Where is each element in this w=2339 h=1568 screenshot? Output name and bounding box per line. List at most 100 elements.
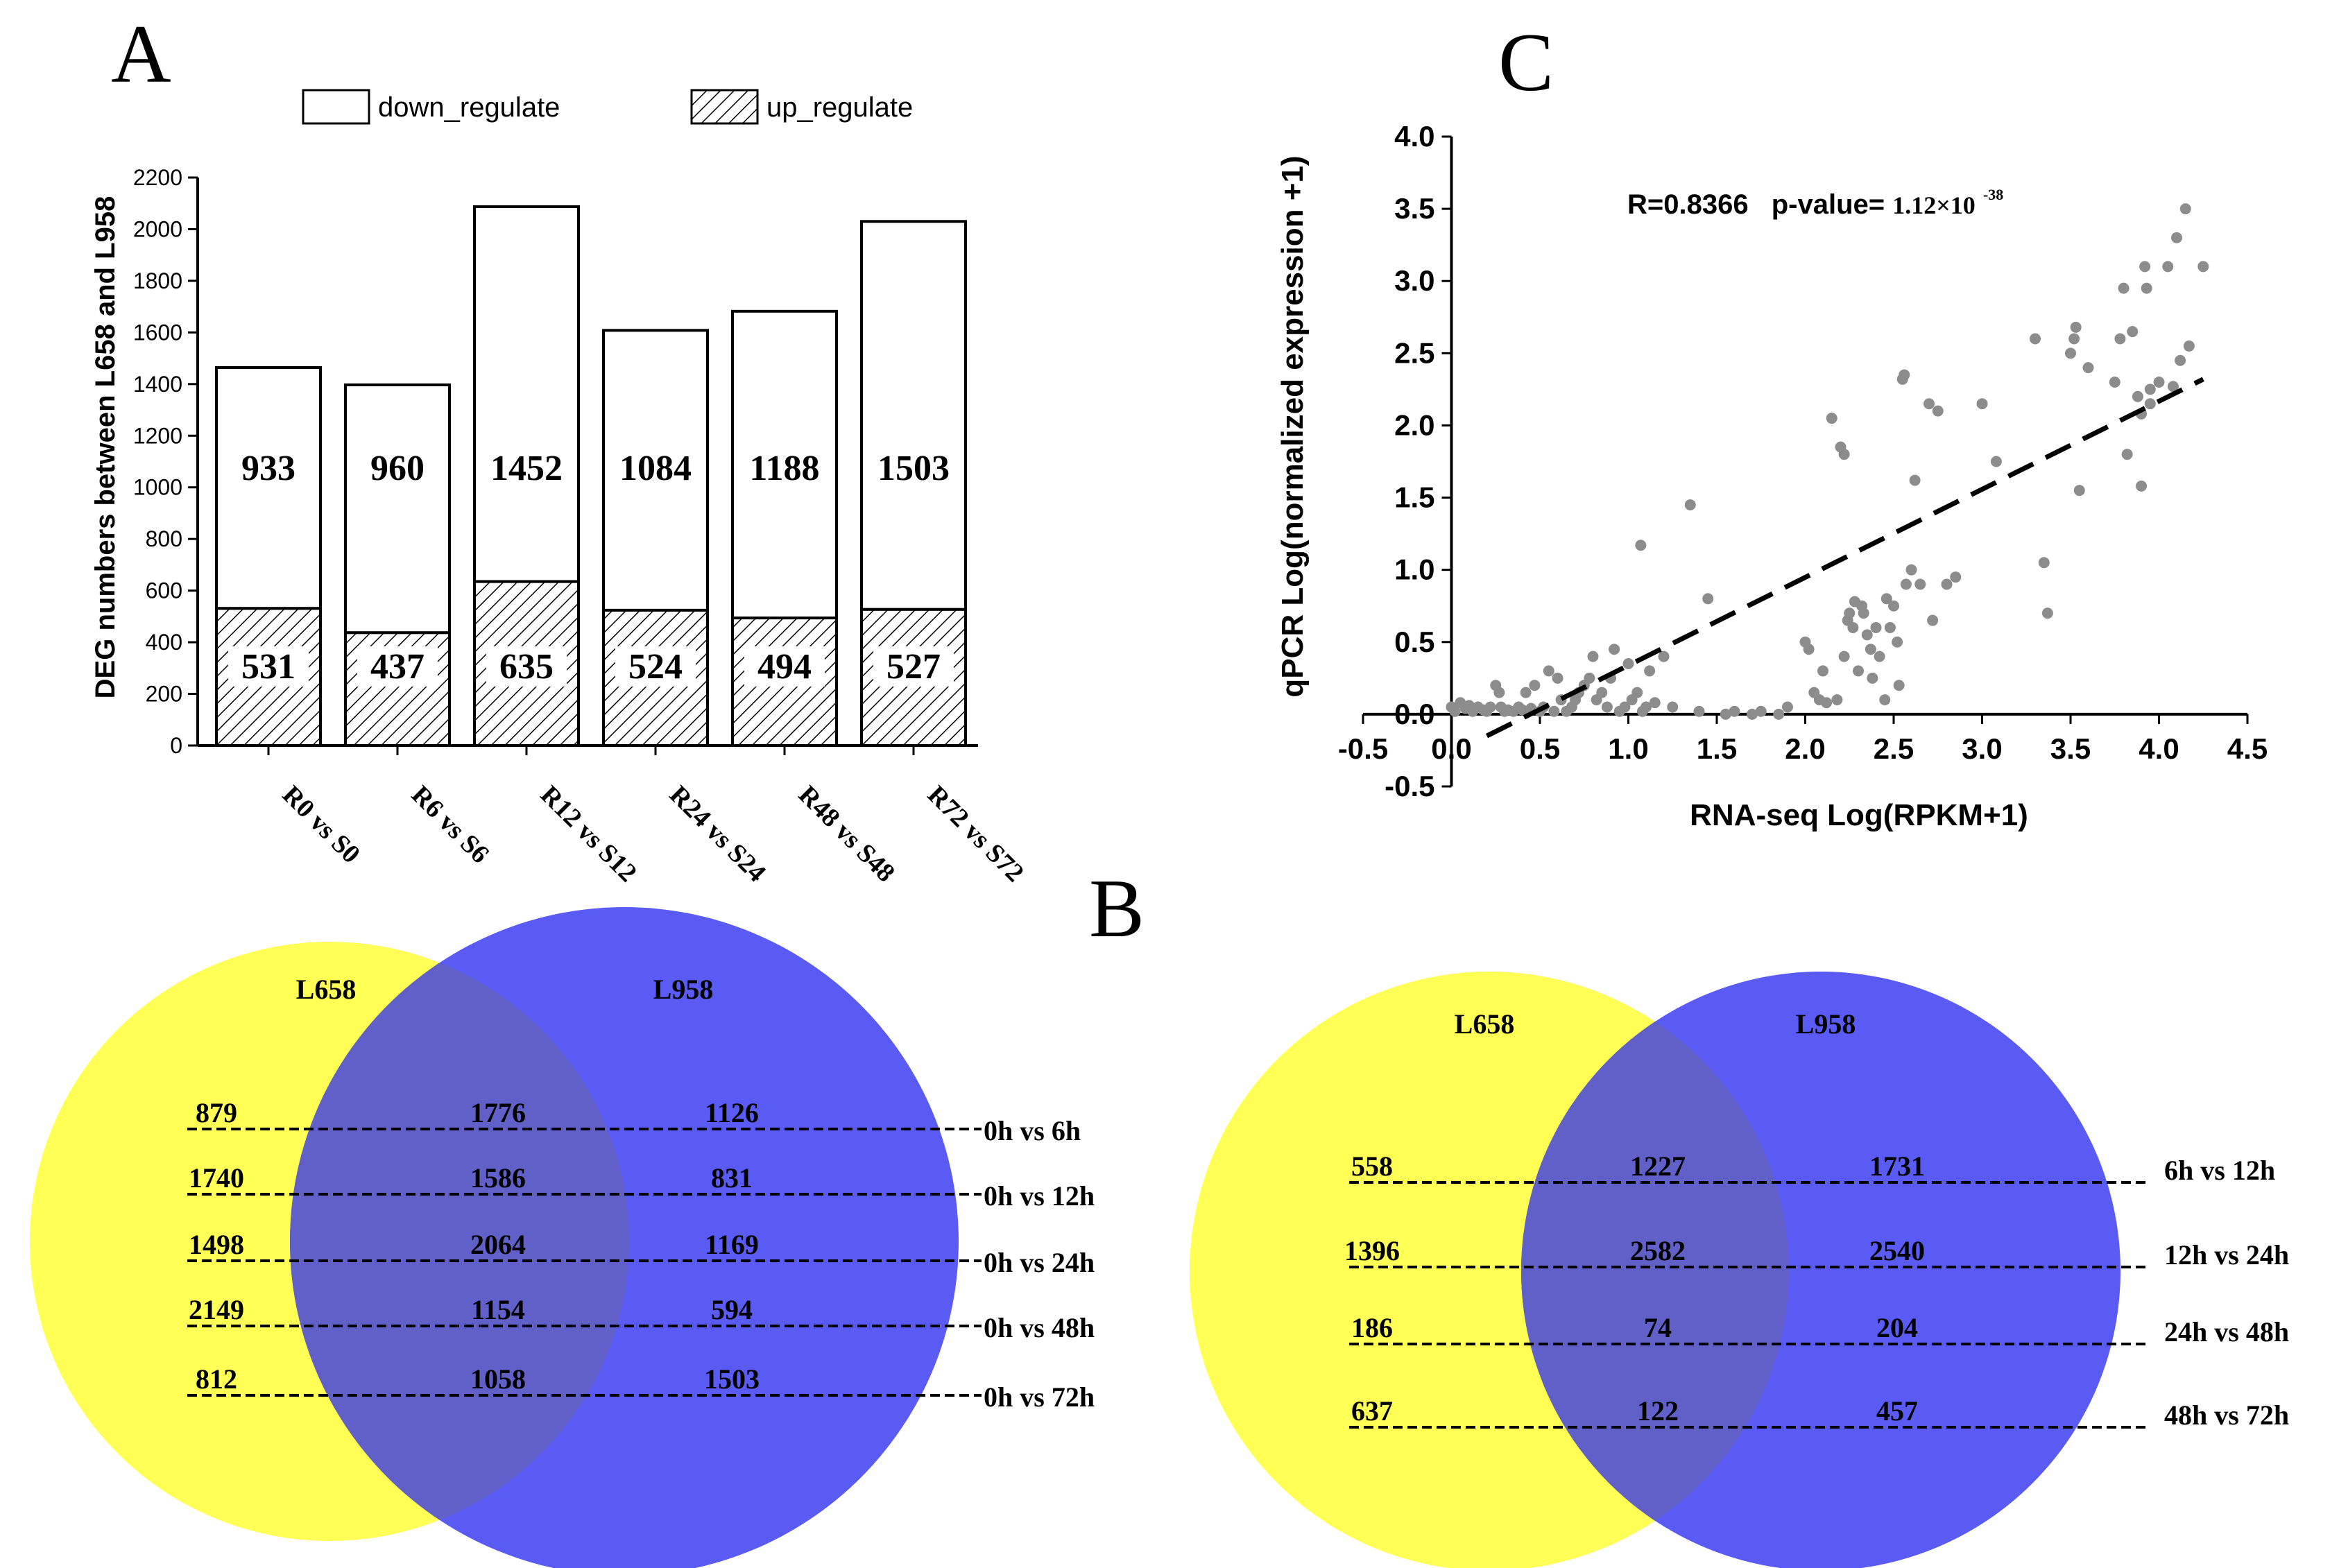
bar-y-axis: 0 200 400 600 800 1000 1200 1400 1600 1800 2000 220… bbox=[133, 165, 978, 758]
bar-value-label-bg bbox=[744, 646, 825, 687]
scatter-x-tick-label: 0.5 bbox=[1520, 732, 1560, 765]
scatter-point bbox=[2144, 384, 2156, 395]
bar-y-tick-label: 2200 bbox=[133, 165, 182, 190]
scatter-y-tick-label: 2.5 bbox=[1394, 336, 1434, 369]
venn-row-label: 24h vs 48h bbox=[2164, 1316, 2289, 1347]
venn-shared-count: 1776 bbox=[470, 1097, 526, 1128]
venn-right-rows: 558 1227 1731 6h vs 12h 1396 2582 2540 12h vs 2… bbox=[1344, 1151, 2289, 1431]
scatter-point bbox=[2038, 557, 2050, 569]
scatter-x-tick-label: 3.0 bbox=[1962, 732, 2002, 765]
scatter-x-tick-label: 3.5 bbox=[2050, 732, 2091, 765]
venn-shared-count: 1058 bbox=[470, 1363, 526, 1395]
scatter-point bbox=[1817, 665, 1828, 677]
legend-swatch-down bbox=[302, 89, 370, 125]
venn-only-l958-count: 1503 bbox=[704, 1363, 760, 1395]
venn-only-l958-count: 1731 bbox=[1869, 1151, 1925, 1182]
scatter-point bbox=[1905, 564, 1917, 576]
scatter-point bbox=[1853, 665, 1864, 677]
scatter-point bbox=[1543, 665, 1554, 677]
scatter-y-tick-label: 1.5 bbox=[1394, 481, 1434, 514]
scatter-point bbox=[1720, 708, 1731, 720]
scatter-panel-c: -0.50.00.51.01.52.02.53.03.54.0-0.5 0.0 0.… bbox=[1276, 120, 2268, 832]
venn-row-label: 48h vs 72h bbox=[2164, 1399, 2289, 1431]
venn-shared-count: 1227 bbox=[1630, 1151, 1686, 1182]
scatter-x-axis-label: RNA-seq Log(RPKM+1) bbox=[1690, 798, 2028, 832]
bar-y-tick-label: 1800 bbox=[133, 268, 182, 293]
legend-swatch-up bbox=[690, 89, 759, 125]
bar-category-label: R0 vs S0 bbox=[277, 780, 366, 869]
scatter-point bbox=[1932, 405, 1944, 417]
scatter-point bbox=[1831, 694, 1843, 706]
venn-only-l658-count: 558 bbox=[1351, 1151, 1393, 1182]
bar-value-label-bg bbox=[228, 646, 309, 687]
scatter-axes: -0.50.00.51.01.52.02.53.03.54.0-0.5 0.0 0.… bbox=[1338, 120, 2268, 802]
scatter-y-tick-label: 0.5 bbox=[1394, 626, 1434, 658]
bar-down-regulate bbox=[473, 205, 580, 583]
scatter-point bbox=[2068, 333, 2080, 345]
scatter-point bbox=[1755, 705, 1767, 717]
bar-value-label-bg bbox=[357, 646, 438, 687]
scatter-point bbox=[1635, 540, 1647, 551]
panel-label-c: C bbox=[1498, 16, 1554, 108]
scatter-point bbox=[1644, 665, 1656, 677]
scatter-point bbox=[1909, 474, 1921, 486]
scatter-point bbox=[1888, 600, 1899, 612]
annotation-p-exp: -38 bbox=[1983, 186, 2003, 203]
scatter-point bbox=[1552, 672, 1563, 684]
scatter-y-tick-label: 1.0 bbox=[1394, 553, 1434, 586]
scatter-x-tick-label: 4.5 bbox=[2227, 732, 2268, 765]
venn-row-label: 0h vs 72h bbox=[984, 1381, 1095, 1413]
bar-y-tick-label: 2000 bbox=[133, 216, 182, 241]
scatter-y-tick-label: 0.0 bbox=[1394, 698, 1434, 730]
scatter-y-tick-label: 3.0 bbox=[1394, 264, 1434, 297]
scatter-point bbox=[1782, 701, 1793, 713]
scatter-point bbox=[1880, 593, 1892, 605]
scatter-point bbox=[1529, 680, 1541, 691]
panel-label-b: B bbox=[1089, 862, 1145, 954]
scatter-point bbox=[1667, 701, 1679, 713]
scatter-point bbox=[1596, 687, 1608, 698]
legend-label-up: up_regulate bbox=[766, 92, 913, 123]
scatter-point bbox=[1874, 651, 1885, 662]
scatter-point bbox=[2175, 354, 2186, 366]
scatter-point bbox=[1773, 708, 1785, 720]
scatter-point bbox=[1861, 629, 1873, 641]
bar-value-label-bg bbox=[873, 646, 954, 687]
scatter-point bbox=[1927, 614, 1939, 626]
scatter-point bbox=[1484, 701, 1496, 713]
venn-only-l658-count: 2149 bbox=[189, 1294, 244, 1325]
scatter-point bbox=[1693, 705, 1705, 717]
venn-row-label: 6h vs 12h bbox=[2164, 1155, 2275, 1186]
bar-value-label-up: 531 bbox=[241, 647, 295, 687]
bar-value-label-down: 1084 bbox=[619, 449, 692, 488]
venn-only-l958-count: 594 bbox=[711, 1294, 753, 1325]
scatter-point bbox=[2171, 232, 2182, 243]
bar-y-tick-label: 1600 bbox=[133, 320, 182, 345]
scatter-point bbox=[2073, 485, 2085, 497]
bar-category-label: R48 vs S48 bbox=[793, 780, 900, 888]
bar-category-label: R72 vs S72 bbox=[922, 780, 1029, 888]
venn-right-label-l958: L958 bbox=[1796, 1008, 1856, 1040]
scatter-point bbox=[1879, 694, 1891, 706]
scatter-point bbox=[1924, 398, 1935, 410]
scatter-y-tick-label: -0.5 bbox=[1385, 770, 1434, 802]
venn-shared-count: 1586 bbox=[470, 1162, 526, 1194]
scatter-point bbox=[2139, 261, 2151, 273]
scatter-point bbox=[1899, 369, 1910, 381]
bar-down-regulate bbox=[602, 329, 709, 612]
scatter-point bbox=[2162, 261, 2174, 273]
venn-only-l958-count: 204 bbox=[1876, 1312, 1918, 1343]
scatter-point bbox=[1548, 705, 1560, 717]
venn-shared-count: 122 bbox=[1637, 1395, 1679, 1427]
bar-y-tick-label: 400 bbox=[146, 630, 182, 655]
scatter-point bbox=[1584, 672, 1595, 684]
bar-value-label-bg bbox=[486, 646, 567, 687]
scatter-point bbox=[1493, 687, 1505, 698]
venn-shared-count: 2064 bbox=[470, 1229, 526, 1260]
correlation-annotation: R=0.8366 p-value= 1.12×10 -38 bbox=[1627, 186, 2003, 220]
bar-category-label: R6 vs S6 bbox=[406, 780, 495, 869]
bar-y-axis-label: DEG numbers between L658 and L958 bbox=[90, 196, 121, 699]
scatter-point bbox=[1865, 644, 1876, 655]
venn-right-overlap bbox=[1521, 972, 1789, 1568]
